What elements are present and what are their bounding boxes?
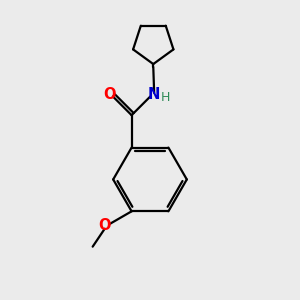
Text: N: N [148,88,161,103]
Text: O: O [103,87,116,102]
Text: H: H [161,91,170,103]
Text: O: O [98,218,111,233]
